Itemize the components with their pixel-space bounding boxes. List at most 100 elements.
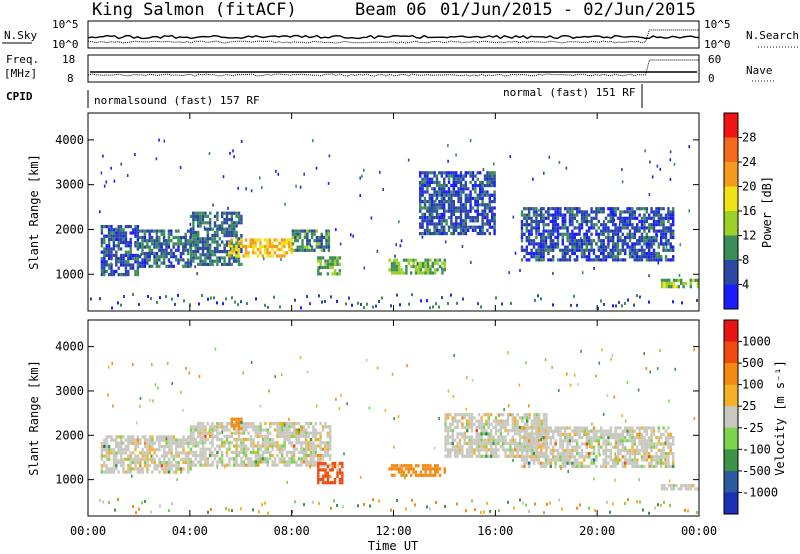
echo-cell xyxy=(660,458,663,462)
echo-cell xyxy=(419,225,422,229)
echo-cell xyxy=(206,463,209,467)
echo-cell xyxy=(609,239,612,243)
echo-cell xyxy=(300,463,303,467)
echo-cell xyxy=(182,235,185,240)
echo-cell xyxy=(309,447,313,451)
echo-cell xyxy=(609,255,612,259)
echo-cell xyxy=(643,442,646,446)
echo-cell xyxy=(314,428,317,432)
echo-cell xyxy=(535,413,538,417)
echo-cell xyxy=(269,438,272,442)
echo-cell xyxy=(552,245,555,249)
echo-cell xyxy=(172,435,176,439)
echo-cell xyxy=(523,429,526,433)
echo-cell xyxy=(179,239,183,243)
echo-cell xyxy=(222,175,225,179)
echo-cell xyxy=(485,413,488,417)
echo-cell xyxy=(488,174,491,178)
echo-cell xyxy=(452,171,455,175)
echo-cell xyxy=(475,454,478,458)
echo-cell xyxy=(631,432,634,436)
echo-cell xyxy=(235,431,238,435)
echo-cell xyxy=(564,248,567,252)
echo-cell xyxy=(561,464,564,468)
echo-cell xyxy=(201,428,205,432)
echo-cell xyxy=(597,235,600,240)
echo-cell xyxy=(669,229,672,233)
echo-cell xyxy=(664,213,668,217)
echo-cell xyxy=(652,226,656,230)
echo-cell xyxy=(449,429,452,433)
echo-cell xyxy=(231,296,233,300)
echo-cell xyxy=(283,434,286,438)
echo-cell xyxy=(457,232,460,236)
echo-cell xyxy=(194,457,197,461)
echo-cell xyxy=(664,242,668,246)
echo-cell xyxy=(658,244,660,248)
echo-cell xyxy=(107,444,111,449)
echo-cell xyxy=(628,251,632,256)
echo-cell xyxy=(655,232,658,236)
echo-cell xyxy=(490,454,493,458)
echo-cell xyxy=(213,259,217,263)
echo-cell xyxy=(522,501,524,505)
echo-cell xyxy=(254,450,257,454)
echo-cell xyxy=(139,451,142,455)
echo-cell xyxy=(221,224,224,228)
echo-cell xyxy=(329,425,332,429)
echo-cell xyxy=(278,425,281,429)
echo-cell xyxy=(537,461,540,465)
echo-cell xyxy=(592,432,596,436)
echo-cell xyxy=(285,460,289,464)
echo-cell xyxy=(568,255,572,259)
echo-cell xyxy=(223,234,226,238)
echo-cell xyxy=(573,464,576,468)
echo-cell xyxy=(141,251,144,256)
echo-cell xyxy=(228,259,231,263)
echo-cell xyxy=(204,256,207,260)
echo-cell xyxy=(136,444,140,449)
cpid-program-2: normal (fast) 151 RF xyxy=(503,86,635,99)
echo-cell xyxy=(105,467,108,471)
echo-cell xyxy=(242,454,245,458)
echo-cell xyxy=(340,393,342,397)
echo-cell xyxy=(518,416,522,420)
echo-cell xyxy=(201,444,205,448)
echo-cell xyxy=(179,235,183,240)
echo-cell xyxy=(614,461,617,465)
echo-cell xyxy=(461,432,464,436)
echo-cell xyxy=(134,273,137,277)
echo-cell xyxy=(633,461,636,465)
echo-cell xyxy=(233,230,236,234)
echo-cell xyxy=(467,187,470,191)
echo-cell xyxy=(523,458,526,462)
echo-cell xyxy=(469,139,472,143)
echo-cell xyxy=(568,458,572,462)
echo-cell xyxy=(530,242,533,246)
echo-cell xyxy=(119,438,123,442)
echo-cell xyxy=(595,439,598,443)
echo-cell xyxy=(518,429,522,433)
echo-cell xyxy=(532,458,536,462)
echo-cell xyxy=(633,245,636,249)
echo-cell xyxy=(167,441,171,445)
echo-cell xyxy=(112,244,116,248)
echo-cell xyxy=(600,464,603,468)
echo-cell xyxy=(431,187,434,191)
echo-cell xyxy=(544,442,548,446)
echo-cell xyxy=(533,422,536,426)
echo-cell xyxy=(273,441,277,445)
echo-cell xyxy=(544,458,548,462)
echo-cell xyxy=(197,243,200,247)
echo-cell xyxy=(643,352,645,356)
echo-cell xyxy=(384,409,387,412)
echo-cell xyxy=(464,219,467,223)
echo-cell xyxy=(447,193,451,197)
echo-cell xyxy=(147,294,149,298)
echo-cell xyxy=(134,457,137,461)
echo-cell xyxy=(588,506,590,510)
echo-cell xyxy=(633,255,636,259)
echo-cell xyxy=(523,464,526,468)
echo-cell xyxy=(638,239,641,243)
echo-cell xyxy=(266,434,269,438)
